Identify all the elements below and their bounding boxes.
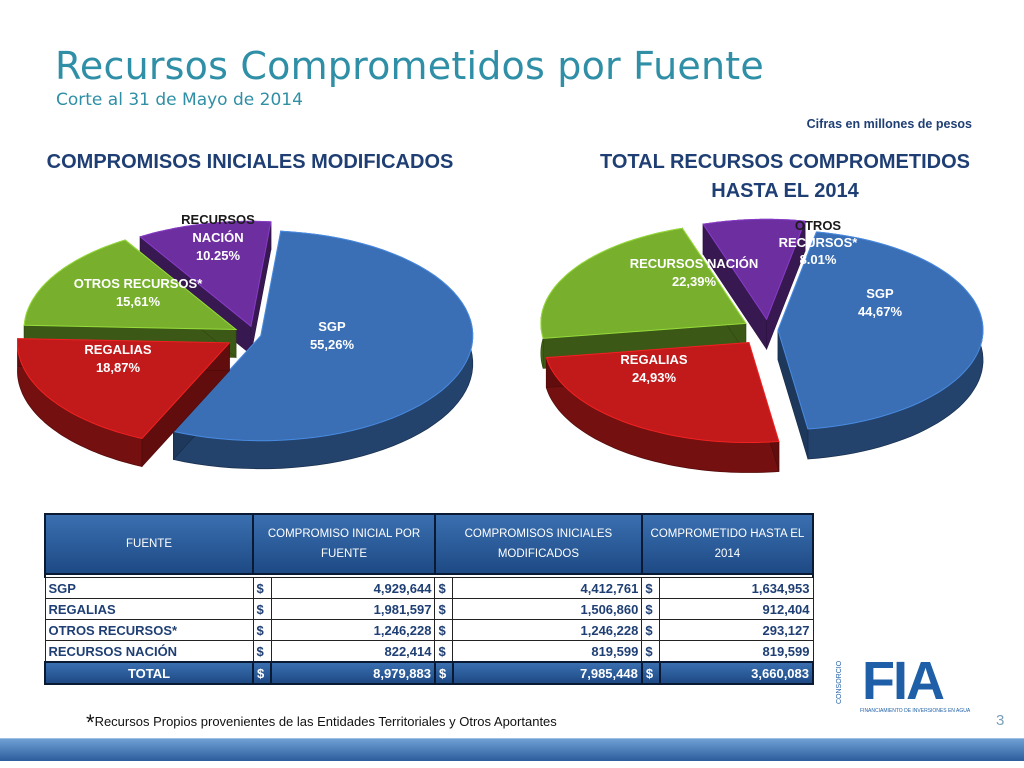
bottom-decorative-bar xyxy=(0,738,1024,761)
cell-currency: $ xyxy=(640,661,661,685)
cell-currency: $ xyxy=(433,661,454,685)
cell-currency: $ xyxy=(252,619,272,641)
cell-currency: $ xyxy=(252,598,272,620)
logo-tagline: FINANCIAMIENTO DE INVERSIONES EN AGUA xyxy=(860,708,971,714)
footnote-star: * xyxy=(86,710,95,735)
header-fuente: FUENTE xyxy=(44,513,254,575)
footnote-text: Recursos Propios provenientes de las Ent… xyxy=(94,714,557,729)
header-comprometido-2014: COMPROMETIDO HASTA EL 2014 xyxy=(640,513,815,575)
cell-currency: $ xyxy=(434,640,454,663)
logo-consorcio-text: CONSORCIO xyxy=(836,660,843,704)
page-title: Recursos Comprometidos por Fuente xyxy=(55,44,764,88)
right-chart-title-line-1: TOTAL RECURSOS COMPROMETIDOS xyxy=(599,151,971,173)
cell-v1: 8,979,883 xyxy=(270,661,436,685)
right-chart-title: TOTAL RECURSOS COMPROMETIDOS HASTA EL 20… xyxy=(560,148,1010,206)
left-label-otros: OTROS RECURSOS* 15,61% xyxy=(74,276,204,309)
right-pie-otros-recursos-slice xyxy=(702,218,806,321)
cell-currency: $ xyxy=(641,619,661,641)
cell-v3: 293,127 xyxy=(659,619,814,641)
right-chart-title-line-2: HASTA EL 2014 xyxy=(711,180,859,202)
left-label-regalias: REGALIAS 18,87% xyxy=(84,342,152,375)
cell-currency: $ xyxy=(252,577,272,599)
fia-logo: CONSORCIO FIA FINANCIAMIENTO DE INVERSIO… xyxy=(836,650,971,714)
logo-word: FIA xyxy=(862,651,945,711)
cell-name: RECURSOS NACIÓN xyxy=(44,640,254,663)
cell-v2: 7,985,448 xyxy=(451,661,643,685)
table-row: RECURSOS NACIÓN $822,414 $819,599 $819,599 xyxy=(44,640,814,663)
units-note: Cifras en millones de pesos xyxy=(806,117,972,131)
cell-name: TOTAL xyxy=(44,661,254,685)
cell-currency: $ xyxy=(434,598,454,620)
cell-v3: 912,404 xyxy=(659,598,814,620)
right-pie-regalias-slice xyxy=(545,342,780,443)
right-label-otros: OTROS RECURSOS* 8.01% xyxy=(779,218,859,267)
right-label-regalias: REGALIAS 24,93% xyxy=(620,352,688,385)
left-pie-sgp-slice xyxy=(172,230,474,442)
cell-v3: 1,634,953 xyxy=(659,577,814,599)
table-header-row: FUENTE COMPROMISO INICIAL POR FUENTE COM… xyxy=(44,513,815,575)
right-label-sgp: SGP 44,67% xyxy=(858,286,903,319)
left-pie-otros-recursos-slice xyxy=(23,239,238,331)
cell-name: REGALIAS xyxy=(44,598,254,620)
cell-v1: 4,929,644 xyxy=(270,577,436,599)
table-total-row: TOTAL $8,979,883 $7,985,448 $3,660,083 xyxy=(44,661,815,685)
cell-v1: 1,981,597 xyxy=(270,598,436,620)
table-row: SGP $4,929,644 $4,412,761 $1,634,953 xyxy=(44,577,814,599)
left-label-sgp: SGP 55,26% xyxy=(310,319,355,352)
cell-currency: $ xyxy=(252,640,272,663)
resources-table: FUENTE COMPROMISO INICIAL POR FUENTE COM… xyxy=(44,513,815,685)
pie-charts-canvas: SGP 55,26% REGALIAS 18,87% OTROS RECURSOS* 15… xyxy=(17,212,984,473)
footnote: *Recursos Propios provenientes de las En… xyxy=(86,710,557,736)
cell-currency: $ xyxy=(434,619,454,641)
cell-currency: $ xyxy=(434,577,454,599)
cell-v3: 819,599 xyxy=(659,640,814,663)
cell-currency: $ xyxy=(252,661,272,685)
cell-name: OTROS RECURSOS* xyxy=(44,619,254,641)
table-body: SGP $4,929,644 $4,412,761 $1,634,953 REGALIA… xyxy=(44,573,815,685)
right-pie-recursos-naci-n-slice xyxy=(540,227,747,339)
cell-v3: 3,660,083 xyxy=(658,661,815,685)
cell-v1: 822,414 xyxy=(270,640,436,663)
cell-v2: 4,412,761 xyxy=(452,577,643,599)
cell-v2: 819,599 xyxy=(452,640,643,663)
cell-currency: $ xyxy=(641,577,661,599)
left-pie-recursos-naci-n-slice xyxy=(139,220,272,328)
cell-name: SGP xyxy=(44,577,254,599)
right-label-nacion: RECURSOS NACIÓN 22,39% xyxy=(630,256,759,289)
cell-v2: 1,506,860 xyxy=(452,598,643,620)
cell-v1: 1,246,228 xyxy=(270,619,436,641)
left-pie-regalias-slice xyxy=(17,338,231,440)
right-pie-sgp-slice xyxy=(777,231,984,430)
header-compromisos-modificados: COMPROMISOS INICIALES MODIFICADOS xyxy=(433,513,643,575)
cell-v2: 1,246,228 xyxy=(452,619,643,641)
table-row: REGALIAS $1,981,597 $1,506,860 $912,404 xyxy=(44,598,814,620)
cell-currency: $ xyxy=(641,598,661,620)
left-label-nacion: RECURSOS NACIÓN 10.25% xyxy=(181,212,255,263)
page-number: 3 xyxy=(996,712,1005,729)
left-chart-title: COMPROMISOS INICIALES MODIFICADOS xyxy=(46,151,454,173)
cell-currency: $ xyxy=(641,640,661,663)
table-row: OTROS RECURSOS* $1,246,228 $1,246,228 $293,… xyxy=(44,619,814,641)
header-compromiso-inicial: COMPROMISO INICIAL POR FUENTE xyxy=(252,513,436,575)
page-subtitle: Corte al 31 de Mayo de 2014 xyxy=(56,90,303,110)
